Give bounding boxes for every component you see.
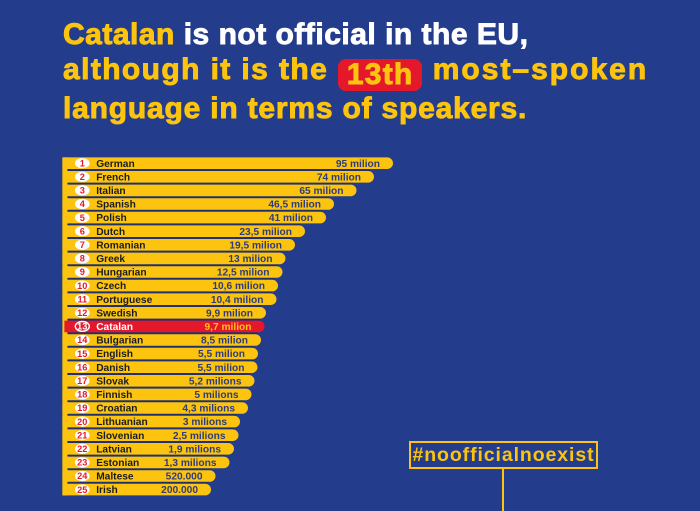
svg-text:Swedish: Swedish	[96, 308, 137, 319]
svg-text:Slovenian: Slovenian	[96, 431, 144, 442]
svg-text:5: 5	[80, 213, 85, 223]
svg-text:Czech: Czech	[96, 281, 126, 292]
svg-text:9: 9	[80, 267, 85, 277]
svg-text:19,5 milion: 19,5 milion	[229, 240, 282, 251]
svg-text:1,9 milions: 1,9 milions	[168, 444, 221, 455]
svg-text:5,5 milion: 5,5 milion	[198, 349, 245, 360]
svg-text:17: 17	[77, 376, 87, 386]
svg-text:Polish: Polish	[96, 213, 127, 224]
svg-text:Portuguese: Portuguese	[96, 295, 152, 306]
svg-text:9,9 milion: 9,9 milion	[206, 308, 253, 319]
svg-text:65 milion: 65 milion	[299, 186, 343, 197]
svg-text:74 milion: 74 milion	[317, 172, 361, 183]
svg-text:14: 14	[77, 335, 88, 345]
svg-text:41 milion: 41 milion	[269, 213, 313, 224]
svg-text:Danish: Danish	[96, 363, 130, 374]
svg-text:16: 16	[77, 362, 87, 372]
svg-text:Finnish: Finnish	[96, 390, 132, 401]
svg-text:Maltese: Maltese	[96, 472, 134, 483]
svg-text:22: 22	[77, 444, 87, 454]
svg-text:2: 2	[80, 172, 85, 182]
svg-text:3: 3	[80, 186, 85, 196]
svg-text:Slovak: Slovak	[96, 376, 129, 387]
svg-text:20: 20	[77, 417, 87, 427]
svg-text:German: German	[96, 159, 135, 170]
svg-text:9,7 milion: 9,7 milion	[205, 322, 252, 333]
svg-text:18: 18	[77, 390, 87, 400]
svg-text:10,4 milion: 10,4 milion	[211, 295, 264, 306]
svg-text:6: 6	[80, 226, 85, 236]
svg-text:5,2 milions: 5,2 milions	[189, 376, 242, 387]
svg-text:8,5 milion: 8,5 milion	[201, 336, 248, 347]
svg-text:95 milion: 95 milion	[336, 159, 380, 170]
svg-text:Lithuanian: Lithuanian	[96, 417, 148, 428]
svg-text:15: 15	[77, 349, 87, 359]
svg-text:Romanian: Romanian	[96, 240, 145, 251]
svg-text:Croatian: Croatian	[96, 404, 137, 415]
svg-text:25: 25	[77, 485, 87, 495]
svg-text:4: 4	[80, 199, 86, 209]
svg-text:Irish: Irish	[96, 485, 118, 496]
svg-text:2,5 milions: 2,5 milions	[173, 431, 226, 442]
svg-text:5 milions: 5 milions	[194, 390, 238, 401]
svg-text:13: 13	[77, 322, 87, 332]
svg-text:1,3 milions: 1,3 milions	[164, 458, 217, 469]
svg-text:Estonian: Estonian	[96, 458, 139, 469]
svg-text:23,5 milion: 23,5 milion	[239, 227, 292, 238]
svg-text:7: 7	[80, 240, 85, 250]
svg-text:13 milion: 13 milion	[228, 254, 272, 265]
svg-text:French: French	[96, 172, 130, 183]
svg-text:Spanish: Spanish	[96, 200, 136, 211]
svg-text:10,6 milion: 10,6 milion	[212, 281, 265, 292]
svg-text:Dutch: Dutch	[96, 227, 125, 238]
svg-text:24: 24	[77, 471, 88, 481]
svg-text:21: 21	[77, 430, 87, 440]
svg-text:23: 23	[77, 458, 87, 468]
svg-text:Latvian: Latvian	[96, 444, 132, 455]
svg-text:Hungarian: Hungarian	[96, 268, 146, 279]
svg-text:11: 11	[77, 294, 87, 304]
svg-text:10: 10	[77, 281, 87, 291]
svg-text:200.000: 200.000	[161, 485, 198, 496]
svg-text:12,5 milion: 12,5 milion	[217, 268, 270, 279]
svg-text:46,5 milion: 46,5 milion	[268, 200, 321, 211]
svg-text:Catalan: Catalan	[96, 322, 133, 333]
svg-text:19: 19	[77, 403, 87, 413]
svg-text:520.000: 520.000	[166, 472, 203, 483]
svg-text:12: 12	[77, 308, 87, 318]
svg-text:4,3 milions: 4,3 milions	[182, 404, 235, 415]
svg-text:Italian: Italian	[96, 186, 125, 197]
svg-text:1: 1	[80, 158, 85, 168]
svg-text:3 milions: 3 milions	[183, 417, 227, 428]
svg-text:5,5 milion: 5,5 milion	[198, 363, 245, 374]
svg-text:English: English	[96, 349, 133, 360]
svg-text:Greek: Greek	[96, 254, 125, 265]
svg-text:Bulgarian: Bulgarian	[96, 336, 143, 347]
svg-text:8: 8	[80, 254, 85, 264]
